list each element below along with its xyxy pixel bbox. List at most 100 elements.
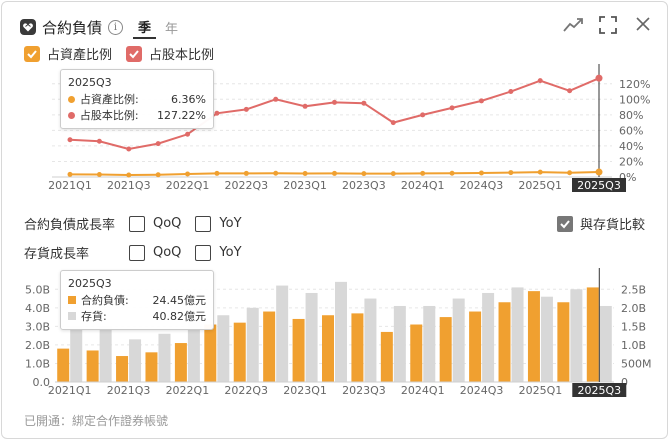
app-logo-icon [20,19,36,35]
checkbox-unchecked-icon[interactable] [129,215,145,232]
data-point [478,98,484,104]
bar-contract-liability [586,287,599,382]
widget-title: 合約負債 [42,18,103,37]
data-point [96,172,102,178]
bar-inventory [305,292,318,382]
data-point [361,171,367,177]
y-right-tick-label: 500M [621,357,652,370]
tooltip-label: 存貨: [81,310,107,323]
option-label: QoQ [153,245,182,260]
yoy-option[interactable]: YoY [195,215,242,232]
bar-inventory [364,298,377,382]
y-right-tick-label: 2.5B [621,283,646,296]
bar-contract-liability [204,324,217,382]
data-point [390,120,396,126]
bar-inventory [335,281,347,382]
legend-label: 占資產比例 [47,48,113,63]
legend-item-capital-ratio[interactable]: 占股本比例 [126,44,214,63]
x-tick-label: 2022Q1 [166,179,210,192]
yoy-option[interactable]: YoY [195,244,242,261]
bar-inventory [482,292,495,382]
checkbox-unchecked-icon[interactable] [129,244,145,261]
option-label: YoY [219,216,242,231]
x-highlight-bg [572,178,626,192]
data-point [67,137,73,143]
info-icon[interactable]: i [108,19,124,35]
x-tick-label: 2023Q1 [283,179,327,192]
row-label: 合約負債成長率 [24,218,116,233]
bar-contract-liability [351,313,364,382]
data-point [508,170,514,176]
close-icon[interactable] [635,16,653,34]
x-tick-label: 2022Q3 [225,179,269,192]
data-point [449,170,455,176]
x-tick-label: 2021Q3 [107,179,151,192]
bar-contract-liability [57,348,70,382]
fullscreen-icon[interactable] [599,16,617,34]
checkbox-checked-icon[interactable] [556,215,573,232]
data-point [449,105,455,111]
inventory-growth-row: 存貨成長率 QoQ YoY [24,243,256,262]
trend-line-icon[interactable] [563,16,583,34]
ratio-line-chart[interactable]: 0%20%40%60%80%100%120%2021Q1 2021Q3 2022Q1… [2,64,667,204]
checkbox-checked-icon[interactable] [24,45,40,62]
widget-header: 合約負債 i 季 年 [20,16,187,39]
checkbox-unchecked-icon[interactable] [195,244,212,261]
data-point [243,170,249,176]
data-point [537,78,543,84]
bar-inventory [158,333,171,382]
tab-quarterly[interactable]: 季 [133,16,157,39]
option-label: YoY [219,245,242,260]
tooltip-value: 24.45億元 [152,294,207,307]
y-right-tick-label: 1.5B [621,320,646,333]
y-tick-label: 80% [619,109,643,122]
y-left-tick-label: 5.0B [25,283,50,296]
tab-yearly[interactable]: 年 [165,21,179,37]
data-point [361,100,367,106]
qoq-option[interactable]: QoQ [129,244,182,261]
bar-chart-tooltip: 2025Q3 合約負債: 24.45億元 存貨: 40.82億元 [60,270,214,330]
x-tick-label: 2023Q3 [342,179,386,192]
x-tick-label: 2023Q3 [342,384,386,397]
y-left-tick-label: 0.0 [33,376,51,389]
bar-inventory [540,296,553,382]
bar-contract-liability [469,311,482,382]
compare-label: 與存貨比較 [579,218,645,233]
data-point [567,170,573,176]
bar-inventory [452,298,465,382]
y-left-tick-label: 2.0B [25,339,50,352]
liability-inventory-bar-chart[interactable]: 0.0 1.0B 2.0B 3.0B 4.0B 5.0B 0 500M 1.0B 1.5B 2.0B… [2,268,667,404]
legend-label: 占股本比例 [149,48,215,63]
data-point [243,106,249,112]
bar-contract-liability [292,318,305,382]
tooltip-value: 127.22% [157,108,206,122]
series-dot-icon [68,95,75,103]
tooltip-value: 6.36% [171,92,206,106]
tooltip-label: 合約負債: [81,294,129,307]
y-left-tick-label: 1.0B [25,357,50,370]
bar-inventory [393,305,406,382]
header-tools [563,16,653,34]
x-tick-label: 2024Q3 [460,384,504,397]
legend-item-asset-ratio[interactable]: 占資產比例 [24,44,112,63]
qoq-option[interactable]: QoQ [129,215,182,232]
compare-inventory-option[interactable]: 與存貨比較 [556,214,645,233]
footer-status: 已開通：綁定合作證券帳號 [24,414,169,428]
bar-contract-liability [145,352,158,382]
checkbox-checked-icon[interactable] [126,45,143,62]
x-tick-label: 2021Q1 [48,384,92,397]
bar-inventory [70,326,83,382]
data-point [273,96,279,102]
data-point [126,172,132,178]
line-chart-tooltip: 2025Q3 占資產比例: 6.36% 占股本比例: 127.22% [60,69,214,129]
bar-contract-liability [233,322,246,382]
chart-legend: 占資產比例 占股本比例 [24,44,214,63]
bar-contract-liability [263,311,276,382]
bar-inventory [129,339,142,382]
data-point [214,170,220,176]
y-right-tick-label: 1.0B [621,339,646,352]
option-label: QoQ [153,216,182,231]
y-right-tick-label: 0 [621,376,628,389]
checkbox-unchecked-icon[interactable] [195,215,212,232]
bar-inventory [599,305,612,382]
